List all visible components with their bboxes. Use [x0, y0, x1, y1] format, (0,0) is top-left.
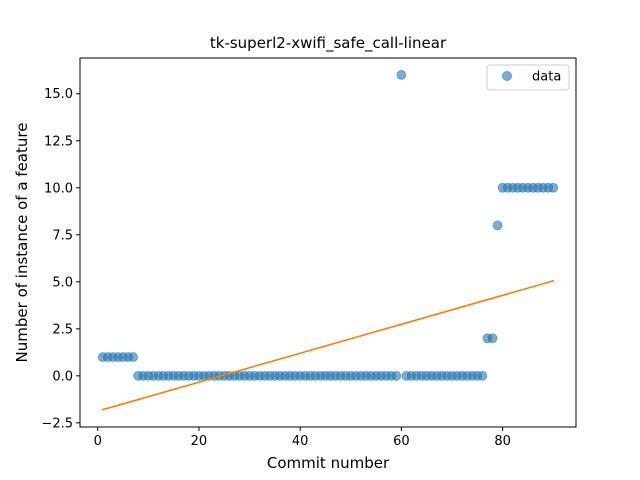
data-point — [128, 352, 139, 362]
y-tick-label: 5.0 — [52, 275, 73, 290]
data-point — [391, 370, 402, 381]
x-tick-label: 0 — [94, 434, 102, 449]
legend-marker-data — [502, 71, 512, 81]
x-tick-label: 40 — [292, 434, 309, 449]
data-point — [492, 220, 503, 231]
x-tick-label: 60 — [393, 434, 410, 449]
legend: data — [486, 64, 570, 91]
chart-title: tk-superl2-xwifi_safe_call-linear — [210, 34, 447, 53]
y-tick-label: 10.0 — [44, 181, 73, 196]
data-point — [396, 70, 407, 80]
data-marks — [97, 70, 559, 411]
data-point — [487, 333, 498, 344]
axes-frame — [79, 57, 577, 428]
y-tick-label: 7.5 — [52, 228, 73, 243]
y-tick-label: 15.0 — [44, 87, 73, 102]
y-axis-ticks: −2.5 0.0 2.5 5.0 7.5 10.0 12.5 15.0 — [41, 87, 80, 431]
x-axis-label: Commit number — [267, 454, 390, 472]
data-point — [548, 182, 559, 193]
y-tick-label: −2.5 — [41, 416, 73, 431]
y-axis-label: Number of instance of a feature — [13, 123, 31, 363]
data-point — [477, 370, 488, 381]
y-tick-label: 2.5 — [52, 322, 73, 337]
y-tick-label: 12.5 — [44, 134, 73, 149]
x-axis-ticks: 0 20 40 60 80 — [94, 427, 511, 449]
x-tick-label: 80 — [494, 434, 511, 449]
fit-line — [101, 279, 555, 411]
y-tick-label: 0.0 — [52, 369, 73, 384]
legend-label-data: data — [532, 70, 561, 85]
x-tick-label: 20 — [191, 434, 208, 449]
